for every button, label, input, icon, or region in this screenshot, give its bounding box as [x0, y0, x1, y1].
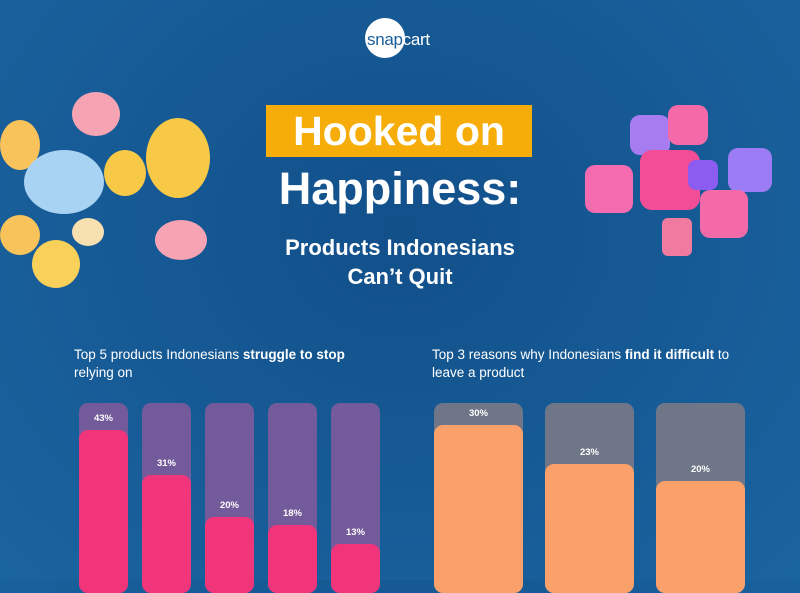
chart-2-title: Top 3 reasons why Indonesians find it di…	[432, 347, 730, 380]
bar-track: 18%	[268, 403, 317, 593]
bar-value-label: 20%	[690, 464, 710, 476]
bar	[268, 524, 317, 593]
subtitle: Products Indonesians Can’t Quit	[285, 235, 515, 289]
title-highlight	[266, 105, 532, 157]
bar-track: 43%	[79, 403, 128, 593]
bar-value-label: 20%	[219, 500, 239, 511]
bar-track: 23%	[545, 403, 634, 593]
bar-value-label: 23%	[579, 447, 599, 459]
bar-value-label: 13%	[345, 526, 365, 538]
bar	[656, 481, 745, 593]
bar	[142, 475, 191, 593]
bar-track: 30%	[434, 403, 523, 593]
bar-value-label: 31%	[156, 458, 176, 470]
bar	[434, 425, 523, 593]
bar-value-label: 43%	[93, 412, 113, 424]
bar-value-label: 30%	[468, 408, 488, 420]
bar-track: 13%	[331, 403, 380, 593]
title-line-1: Hooked on	[293, 108, 505, 154]
bar-value-label: 18%	[282, 507, 302, 519]
bar	[79, 429, 128, 593]
bar-track: 31%	[142, 403, 191, 593]
bar	[331, 543, 380, 593]
bar-track: 20%	[656, 403, 745, 593]
chart-1-title: Top 5 products Indonesians struggle to s…	[74, 347, 345, 380]
bar-track: 20%	[205, 403, 254, 593]
bar	[205, 517, 254, 593]
snapcart-logo: snapcart	[363, 18, 435, 64]
title-line-2: Happiness:	[278, 163, 522, 214]
bar	[545, 464, 634, 593]
